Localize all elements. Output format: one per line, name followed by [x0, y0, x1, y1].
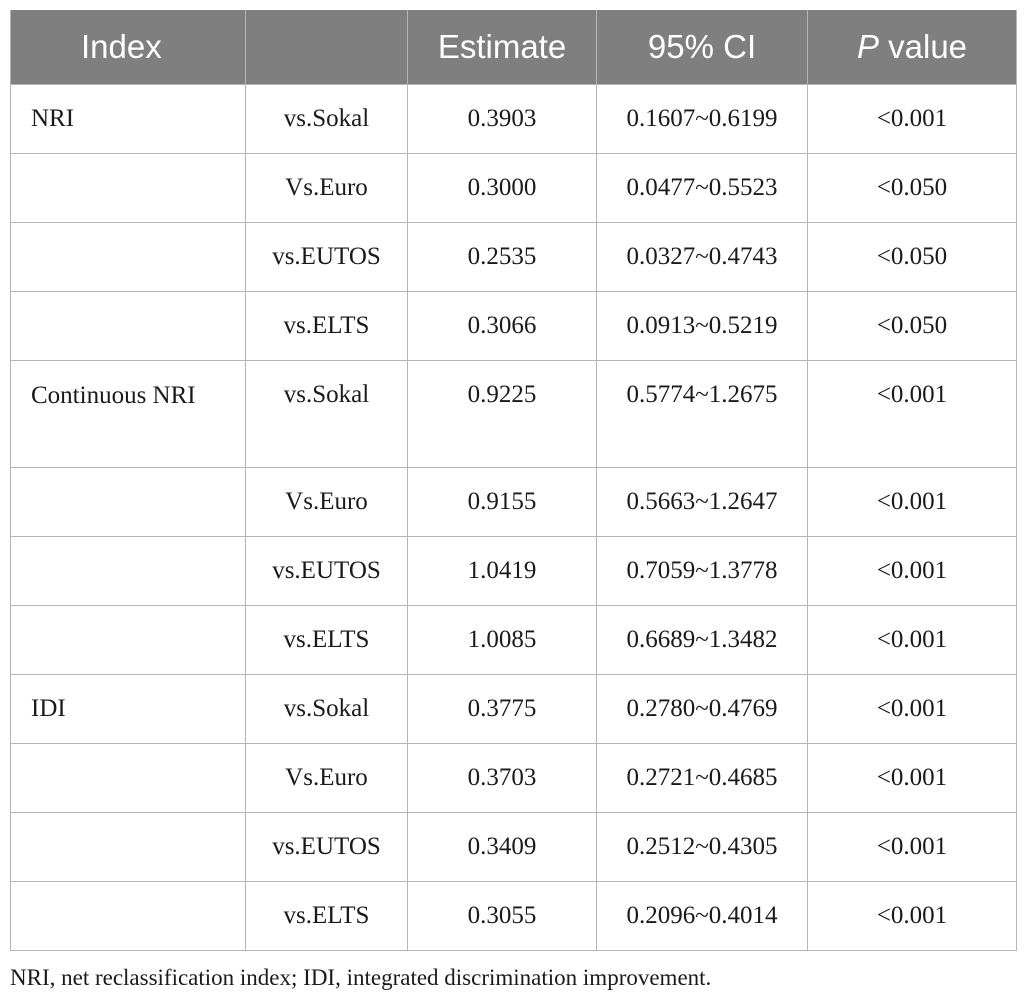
comparison-cell: vs.EUTOS — [245, 222, 408, 292]
p-value-cell: <0.001 — [807, 812, 1017, 882]
ci-cell: 0.2721~0.4685 — [596, 743, 808, 813]
ci-cell: 0.5774~1.2675 — [596, 360, 808, 468]
ci-cell: 0.2780~0.4769 — [596, 674, 808, 744]
table-row: Vs.Euro 0.3000 0.0477~0.5523 <0.050 — [10, 153, 1017, 223]
table-row: Vs.Euro 0.9155 0.5663~1.2647 <0.001 — [10, 467, 1017, 537]
header-p-rest: value — [878, 28, 968, 65]
table-row: vs.EUTOS 0.2535 0.0327~0.4743 <0.050 — [10, 222, 1017, 292]
comparison-cell: vs.Sokal — [245, 84, 408, 154]
index-cell — [10, 153, 246, 223]
comparison-cell: vs.EUTOS — [245, 536, 408, 606]
results-table-container: Index Estimate 95% CI P value NRI vs.Soka… — [10, 10, 1017, 951]
header-index: Index — [10, 10, 246, 85]
estimate-cell: 0.3066 — [407, 291, 597, 361]
p-value-cell: <0.001 — [807, 743, 1017, 813]
comparison-cell: vs.ELTS — [245, 291, 408, 361]
p-value-cell: <0.001 — [807, 881, 1017, 951]
estimate-cell: 0.3775 — [407, 674, 597, 744]
ci-cell: 0.1607~0.6199 — [596, 84, 808, 154]
p-value-cell: <0.001 — [807, 674, 1017, 744]
ci-cell: 0.0913~0.5219 — [596, 291, 808, 361]
header-estimate: Estimate — [407, 10, 597, 85]
table-row: vs.EUTOS 1.0419 0.7059~1.3778 <0.001 — [10, 536, 1017, 606]
estimate-cell: 0.3055 — [407, 881, 597, 951]
comparison-cell: vs.ELTS — [245, 605, 408, 675]
comparison-cell: Vs.Euro — [245, 467, 408, 537]
table-footnote: NRI, net reclassification index; IDI, in… — [10, 965, 712, 990]
estimate-cell: 0.3903 — [407, 84, 597, 154]
table-row: vs.ELTS 1.0085 0.6689~1.3482 <0.001 — [10, 605, 1017, 675]
index-cell: NRI — [10, 84, 246, 154]
index-cell — [10, 881, 246, 951]
table-header: Index Estimate 95% CI P value — [10, 10, 1017, 85]
estimate-cell: 0.9155 — [407, 467, 597, 537]
estimate-cell: 1.0419 — [407, 536, 597, 606]
index-cell — [10, 605, 246, 675]
index-cell — [10, 222, 246, 292]
comparison-cell: Vs.Euro — [245, 153, 408, 223]
estimate-cell: 0.3703 — [407, 743, 597, 813]
header-ci: 95% CI — [596, 10, 808, 85]
p-value-cell: <0.050 — [807, 291, 1017, 361]
p-value-cell: <0.050 — [807, 222, 1017, 292]
table-row: NRI vs.Sokal 0.3903 0.1607~0.6199 <0.001 — [10, 84, 1017, 154]
index-cell: Continuous NRI — [10, 360, 246, 468]
header-comparison — [245, 10, 408, 85]
index-cell — [10, 467, 246, 537]
ci-cell: 0.0477~0.5523 — [596, 153, 808, 223]
p-value-cell: <0.001 — [807, 467, 1017, 537]
header-p-italic: P — [856, 28, 879, 65]
ci-cell: 0.0327~0.4743 — [596, 222, 808, 292]
p-value-cell: <0.001 — [807, 84, 1017, 154]
comparison-cell: vs.Sokal — [245, 674, 408, 744]
ci-cell: 0.5663~1.2647 — [596, 467, 808, 537]
index-cell — [10, 291, 246, 361]
table-row: vs.EUTOS 0.3409 0.2512~0.4305 <0.001 — [10, 812, 1017, 882]
estimate-cell: 0.9225 — [407, 360, 597, 468]
header-row: Index Estimate 95% CI P value — [10, 10, 1017, 85]
index-cell — [10, 536, 246, 606]
p-value-cell: <0.001 — [807, 360, 1017, 468]
table-row: IDI vs.Sokal 0.3775 0.2780~0.4769 <0.001 — [10, 674, 1017, 744]
p-value-cell: <0.050 — [807, 153, 1017, 223]
table-row: Continuous NRI vs.Sokal 0.9225 0.5774~1.267… — [10, 360, 1017, 468]
estimate-cell: 0.3409 — [407, 812, 597, 882]
p-value-cell: <0.001 — [807, 605, 1017, 675]
comparison-cell: vs.ELTS — [245, 881, 408, 951]
index-cell — [10, 743, 246, 813]
estimate-cell: 0.2535 — [407, 222, 597, 292]
comparison-cell: vs.EUTOS — [245, 812, 408, 882]
p-value-cell: <0.001 — [807, 536, 1017, 606]
table-row: vs.ELTS 0.3066 0.0913~0.5219 <0.050 — [10, 291, 1017, 361]
estimate-cell: 0.3000 — [407, 153, 597, 223]
results-table: Index Estimate 95% CI P value NRI vs.Soka… — [10, 10, 1017, 951]
ci-cell: 0.2096~0.4014 — [596, 881, 808, 951]
table-row: Vs.Euro 0.3703 0.2721~0.4685 <0.001 — [10, 743, 1017, 813]
estimate-cell: 1.0085 — [407, 605, 597, 675]
index-cell: IDI — [10, 674, 246, 744]
index-cell — [10, 812, 246, 882]
ci-cell: 0.7059~1.3778 — [596, 536, 808, 606]
table-body: NRI vs.Sokal 0.3903 0.1607~0.6199 <0.001 Vs.E… — [10, 84, 1017, 951]
table-row: vs.ELTS 0.3055 0.2096~0.4014 <0.001 — [10, 881, 1017, 951]
header-p-value: P value — [807, 10, 1017, 85]
comparison-cell: vs.Sokal — [245, 360, 408, 468]
comparison-cell: Vs.Euro — [245, 743, 408, 813]
ci-cell: 0.2512~0.4305 — [596, 812, 808, 882]
ci-cell: 0.6689~1.3482 — [596, 605, 808, 675]
